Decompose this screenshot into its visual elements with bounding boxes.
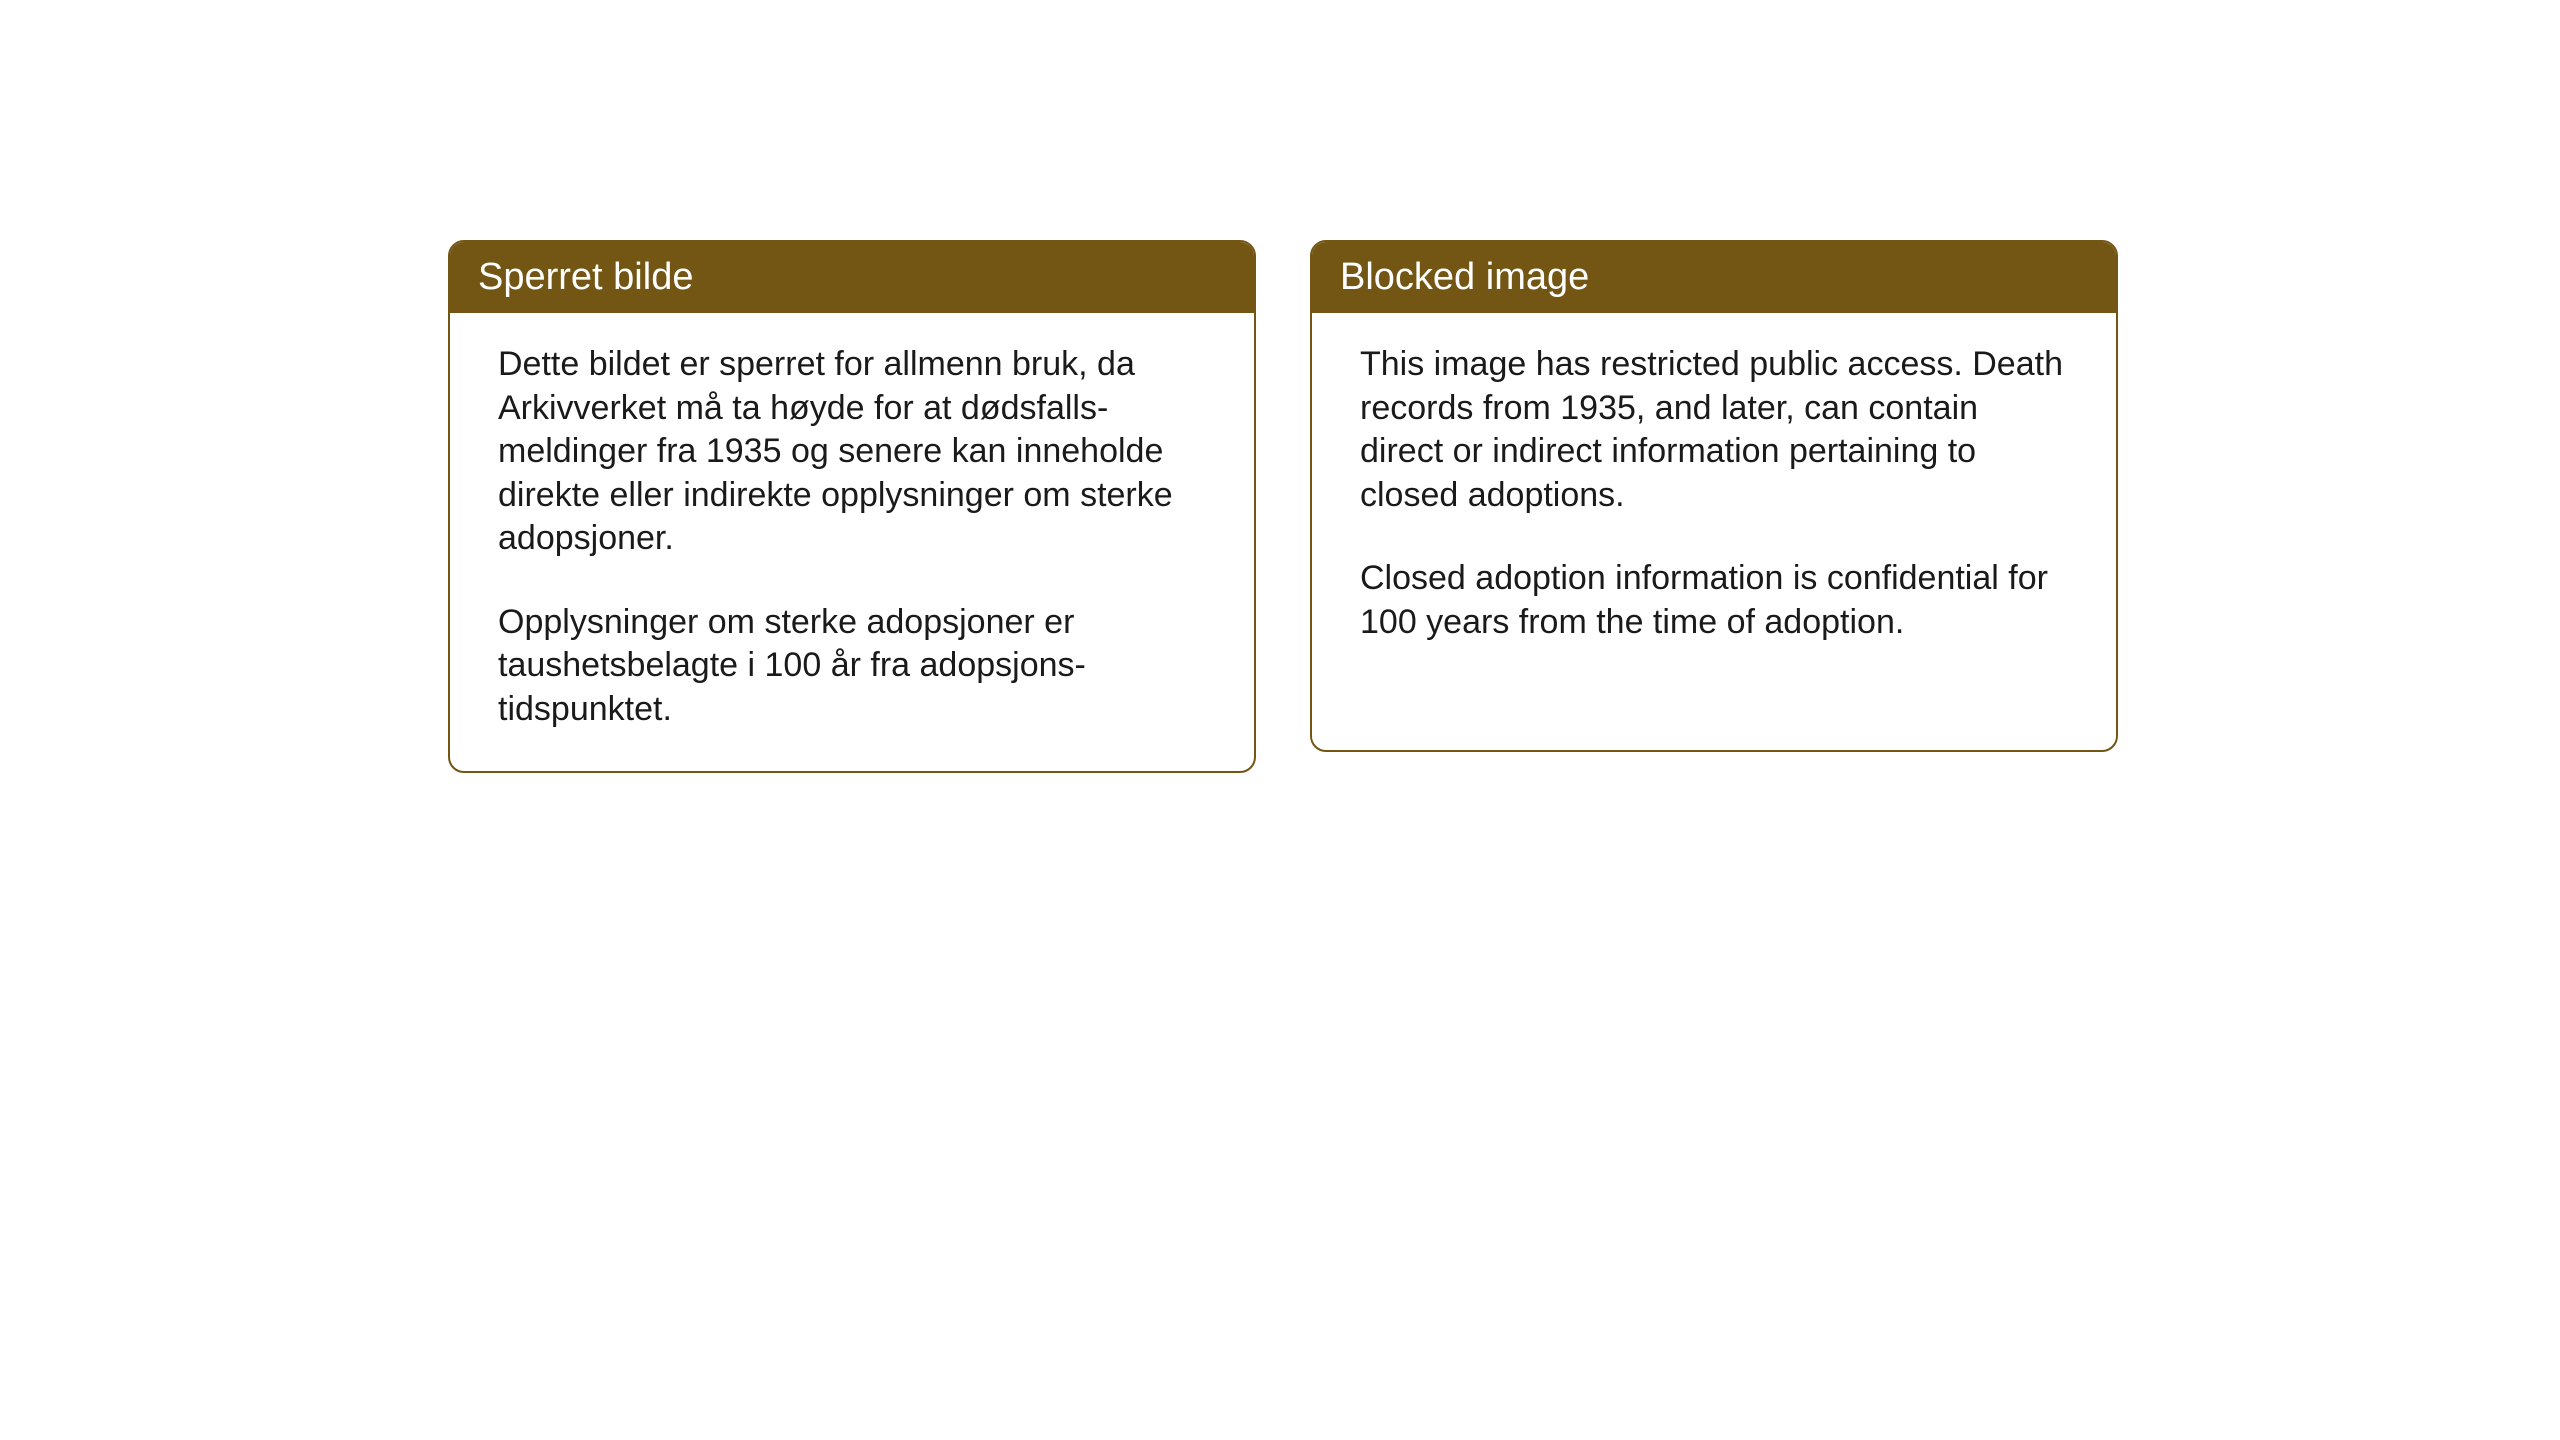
paragraph-2-english: Closed adoption information is confident…	[1360, 557, 2068, 644]
card-title-english: Blocked image	[1340, 256, 1589, 298]
paragraph-2-norwegian: Opplysninger om sterke adopsjoner er tau…	[498, 601, 1206, 732]
card-title-norwegian: Sperret bilde	[478, 256, 693, 298]
paragraph-1-english: This image has restricted public access.…	[1360, 343, 2068, 517]
card-header-english: Blocked image	[1312, 242, 2116, 313]
notice-cards-container: Sperret bilde Dette bildet er sperret fo…	[448, 240, 2118, 773]
blocked-image-card-english: Blocked image This image has restricted …	[1310, 240, 2118, 752]
card-header-norwegian: Sperret bilde	[450, 242, 1254, 313]
blocked-image-card-norwegian: Sperret bilde Dette bildet er sperret fo…	[448, 240, 1256, 773]
paragraph-1-norwegian: Dette bildet er sperret for allmenn bruk…	[498, 343, 1206, 561]
card-body-norwegian: Dette bildet er sperret for allmenn bruk…	[450, 313, 1254, 771]
card-body-english: This image has restricted public access.…	[1312, 313, 2116, 684]
